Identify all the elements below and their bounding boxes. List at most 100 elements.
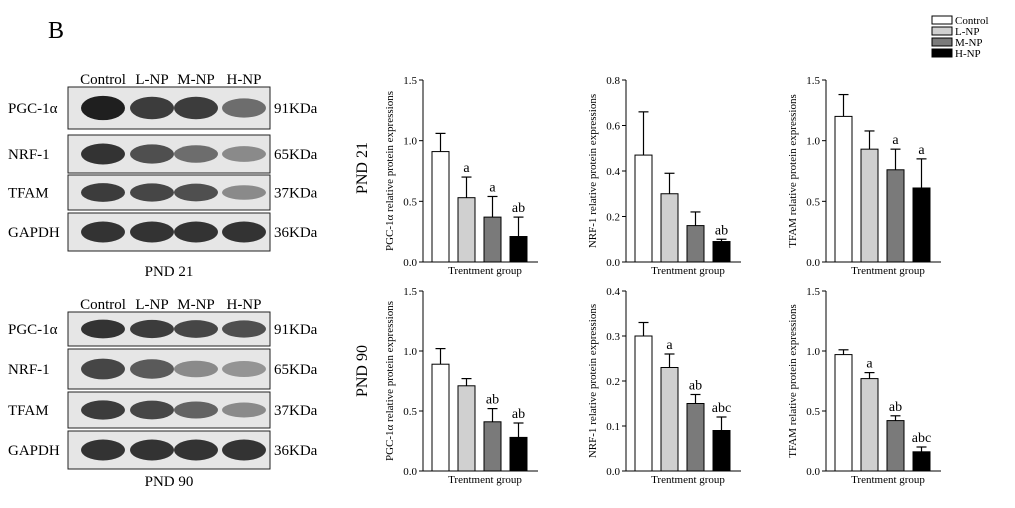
y-tick-label: 0.5 xyxy=(403,406,417,418)
blot-band xyxy=(174,401,218,419)
bar-chart: 0.0 0.5 1.0 1.5 PGC-1α relative protein expr… xyxy=(384,286,538,486)
y-tick-label: 0.0 xyxy=(806,257,820,269)
blot-band xyxy=(222,361,266,377)
blot-size-label: 91KDa xyxy=(274,322,318,338)
blot-protein-label: GAPDH xyxy=(8,225,60,241)
blot-band xyxy=(174,360,218,378)
x-axis-label: Trentment group xyxy=(651,474,725,486)
y-axis-label: NRF-1 relative protein expressions xyxy=(587,94,599,248)
blot-row: PGC-1α 91KDa xyxy=(8,86,318,130)
y-tick-label: 1.5 xyxy=(403,286,417,298)
y-tick-label: 1.0 xyxy=(806,136,820,148)
bar xyxy=(634,154,653,263)
significance-label: a xyxy=(866,357,873,372)
bar xyxy=(912,451,931,472)
blot-band xyxy=(130,144,174,164)
significance-label: ab xyxy=(889,400,902,415)
blot-band xyxy=(130,96,174,120)
blot-band xyxy=(81,439,125,461)
x-axis-label: Trentment group xyxy=(851,474,925,486)
blot-caption: PND 21 xyxy=(145,264,194,280)
bar xyxy=(712,430,731,472)
bar xyxy=(431,151,450,263)
blot-band xyxy=(130,183,174,202)
bar xyxy=(457,197,476,263)
y-tick-label: 0.0 xyxy=(806,466,820,478)
blot-row: TFAM 37KDa xyxy=(8,391,318,429)
legend-label: L-NP xyxy=(955,26,979,38)
blot-lane-label: H-NP xyxy=(226,297,261,313)
bar-chart: 0.0 0.5 1.0 1.5 PGC-1α relative protein expr… xyxy=(384,75,538,277)
blot-size-label: 37KDa xyxy=(274,186,318,202)
bar xyxy=(886,420,905,472)
blot-band xyxy=(222,146,266,162)
x-axis-label: Trentment group xyxy=(851,265,925,277)
bar-chart: 0.0 0.5 1.0 1.5 TFAM relative protein expres… xyxy=(787,75,941,277)
blot-lane-label: M-NP xyxy=(177,72,215,88)
blot-band xyxy=(130,439,174,461)
row-labels: PND 21 PND 90 xyxy=(354,142,371,397)
blot-protein-label: NRF-1 xyxy=(8,147,50,163)
blot-band xyxy=(81,221,125,243)
significance-label: a xyxy=(666,338,673,353)
blot-band xyxy=(174,221,218,243)
legend-label: M-NP xyxy=(955,37,983,49)
legend-label: H-NP xyxy=(955,48,981,60)
y-tick-label: 0.2 xyxy=(606,212,620,224)
blot-protein-label: GAPDH xyxy=(8,443,60,459)
blot-band xyxy=(222,439,266,461)
bar xyxy=(860,378,879,472)
bar xyxy=(509,436,528,472)
row-label: PND 90 xyxy=(354,345,371,397)
bar-chart: 0.0 0.1 0.2 0.3 0.4 NRF-1 relative protein ex… xyxy=(587,286,741,486)
blot-lane-label: Control xyxy=(80,297,126,313)
y-tick-label: 1.5 xyxy=(806,75,820,87)
bar xyxy=(834,115,853,263)
blot-size-label: 65KDa xyxy=(274,147,318,163)
y-tick-label: 1.5 xyxy=(806,286,820,298)
blot-band xyxy=(174,320,218,338)
significance-label: ab xyxy=(689,379,702,394)
blot-band xyxy=(174,145,218,163)
bar xyxy=(483,216,502,263)
blot-lane-label: H-NP xyxy=(226,72,261,88)
bar xyxy=(509,236,528,263)
blot-protein-label: NRF-1 xyxy=(8,362,50,378)
x-axis-label: Trentment group xyxy=(651,265,725,277)
row-label: PND 21 xyxy=(354,142,371,194)
blot-size-label: 91KDa xyxy=(274,101,318,117)
significance-label: a xyxy=(918,143,925,158)
y-tick-label: 0.0 xyxy=(606,257,620,269)
legend-swatch xyxy=(931,48,953,58)
significance-label: a xyxy=(463,161,470,176)
blot-band xyxy=(81,183,125,202)
blot-band xyxy=(222,320,266,338)
significance-label: abc xyxy=(912,431,931,446)
blot-panel: Control L-NP M-NP H-NP PGC-1α 91KDa NRF-1 65KDa… xyxy=(8,297,318,490)
bar xyxy=(634,335,653,472)
significance-label: a xyxy=(892,133,899,148)
blot-band xyxy=(130,221,174,243)
bar xyxy=(834,354,853,472)
bar-chart: 0.0 0.2 0.4 0.6 0.8 NRF-1 relative protein ex… xyxy=(587,75,741,277)
blot-lane-label: M-NP xyxy=(177,297,215,313)
bar xyxy=(660,367,679,472)
y-tick-label: 0.5 xyxy=(403,196,417,208)
blot-band xyxy=(81,95,125,121)
blot-band xyxy=(130,359,174,379)
blot-size-label: 36KDa xyxy=(274,443,318,459)
y-tick-label: 0.0 xyxy=(606,466,620,478)
y-tick-label: 1.0 xyxy=(403,346,417,358)
blot-band xyxy=(222,221,266,243)
bar xyxy=(912,187,931,263)
blot-size-label: 37KDa xyxy=(274,403,318,419)
y-axis-label: PGC-1α relative protein expressions xyxy=(384,301,396,461)
bar xyxy=(431,363,450,472)
western-blots: Control L-NP M-NP H-NP PGC-1α 91KDa NRF-1 65KDa… xyxy=(8,72,318,490)
x-axis-label: Trentment group xyxy=(448,265,522,277)
blot-lane-label: L-NP xyxy=(135,297,168,313)
y-axis-label: TFAM relative protein expressions xyxy=(787,304,799,457)
y-tick-label: 1.0 xyxy=(403,136,417,148)
significance-label: ab xyxy=(486,393,499,408)
